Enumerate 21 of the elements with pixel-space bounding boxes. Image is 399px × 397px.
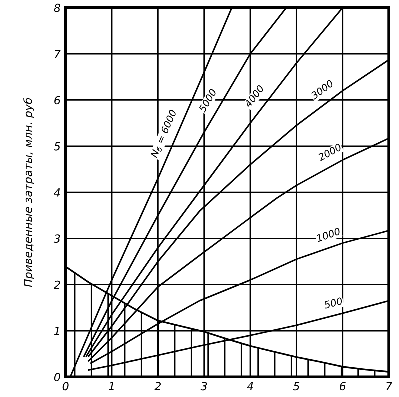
y-tick-label: 8	[54, 4, 60, 12]
y-tick-label: 5	[54, 142, 60, 151]
y-tick-label: 6	[54, 96, 60, 105]
x-tick-label: 4	[247, 382, 254, 390]
x-tick-label: 5	[293, 382, 300, 391]
y-tick-label: 4	[54, 188, 60, 197]
text: 500	[324, 297, 344, 309]
x-tick-label: 6	[340, 382, 346, 391]
x-tick-label: 2	[154, 382, 162, 390]
y-tick-label: 2	[54, 280, 60, 290]
text: 1000	[316, 228, 341, 242]
text: N$_{б}$ = 6000	[150, 109, 178, 159]
x-tick-label: 0	[62, 382, 69, 391]
y-tick-label: 7	[54, 50, 61, 58]
x-tick-label: 7	[386, 382, 392, 390]
y-axis-title: Приведенные затраты, млн. руб	[24, 98, 34, 288]
x-tick-label: 3	[200, 382, 208, 391]
x-tick-label: 1	[109, 382, 114, 390]
y-tick-label: 1	[54, 327, 60, 336]
y-tick-label: 0	[54, 373, 60, 382]
y-tick-label: 3	[54, 234, 60, 244]
